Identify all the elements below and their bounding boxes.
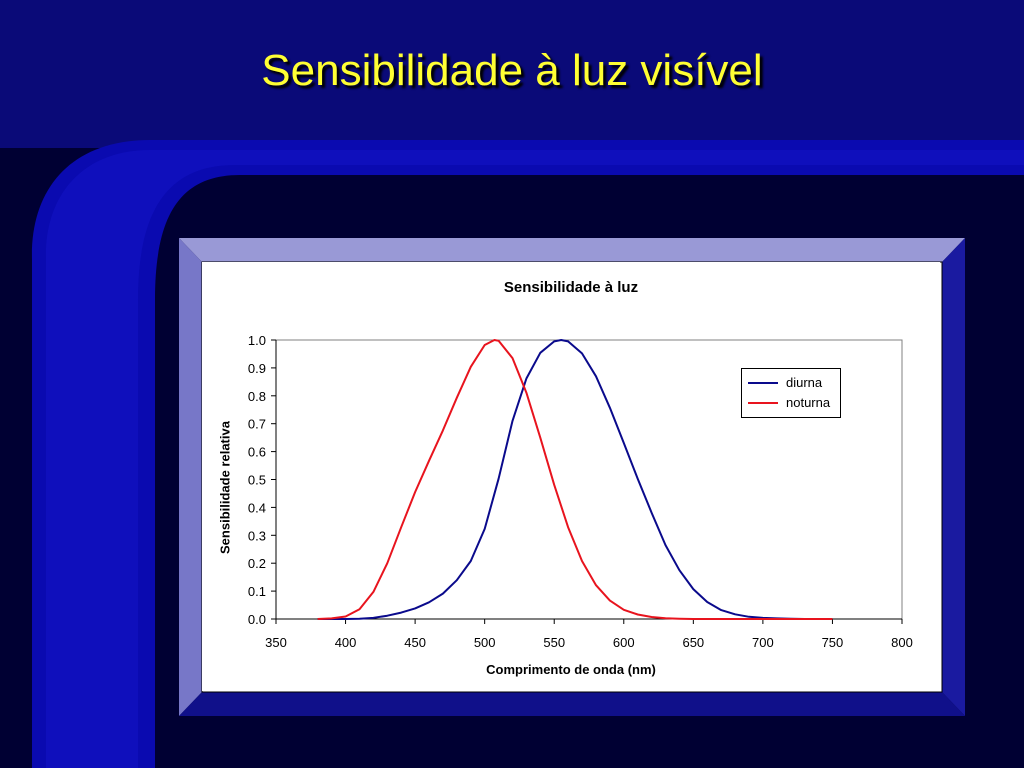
y-tick-label: 0.8 [248, 389, 266, 404]
y-axis-title: Sensibilidade relativa [217, 421, 233, 554]
x-tick-label: 400 [335, 635, 357, 650]
legend: diurna noturna [741, 368, 841, 418]
slide-title: Sensibilidade à luz visível [261, 46, 763, 95]
y-tick-label: 0.1 [248, 584, 266, 599]
y-tick-label: 0.4 [248, 500, 266, 515]
y-tick-label: 1.0 [248, 333, 266, 348]
y-tick-label: 0.3 [248, 528, 266, 543]
x-tick-label: 800 [891, 635, 913, 650]
chart-title: Sensibilidade à luz [503, 279, 639, 296]
x-tick-label: 500 [474, 635, 496, 650]
y-tick-label: 0.2 [248, 556, 266, 571]
legend-item-diurna: diurna [748, 373, 840, 393]
legend-label-diurna: diurna [786, 375, 823, 390]
y-tick-label: 0.0 [248, 612, 266, 627]
x-tick-label: 600 [613, 635, 635, 650]
x-tick-label: 650 [682, 635, 704, 650]
axes: 350 400 450 500 550 600 650 700 750 800 0.0 0.1 0.2 0… [248, 333, 913, 650]
x-axis-title: Comprimento de onda (nm) [486, 662, 656, 677]
legend-label-noturna: noturna [786, 395, 831, 410]
y-tick-label: 0.9 [248, 361, 266, 376]
y-tick-label: 0.6 [248, 445, 266, 460]
series-lines [317, 339, 833, 620]
legend-swatch-noturna [748, 402, 778, 404]
x-tick-label: 350 [265, 635, 287, 650]
chart-area: 350 400 450 500 550 600 650 700 750 800 0.0 0.1 0.2 0… [202, 262, 940, 691]
legend-item-noturna: noturna [748, 393, 840, 413]
legend-swatch-diurna [748, 382, 778, 384]
chart-plot: 350 400 450 500 550 600 650 700 750 800 0.0 0.1 0.2 0… [248, 333, 913, 650]
x-tick-label: 450 [404, 635, 426, 650]
y-tick-label: 0.5 [248, 473, 266, 488]
series-line-diurna [317, 339, 833, 620]
y-tick-label: 0.7 [248, 417, 266, 432]
series-line-noturna [317, 339, 833, 620]
x-tick-label: 700 [752, 635, 774, 650]
x-tick-label: 550 [543, 635, 565, 650]
x-tick-label: 750 [822, 635, 844, 650]
